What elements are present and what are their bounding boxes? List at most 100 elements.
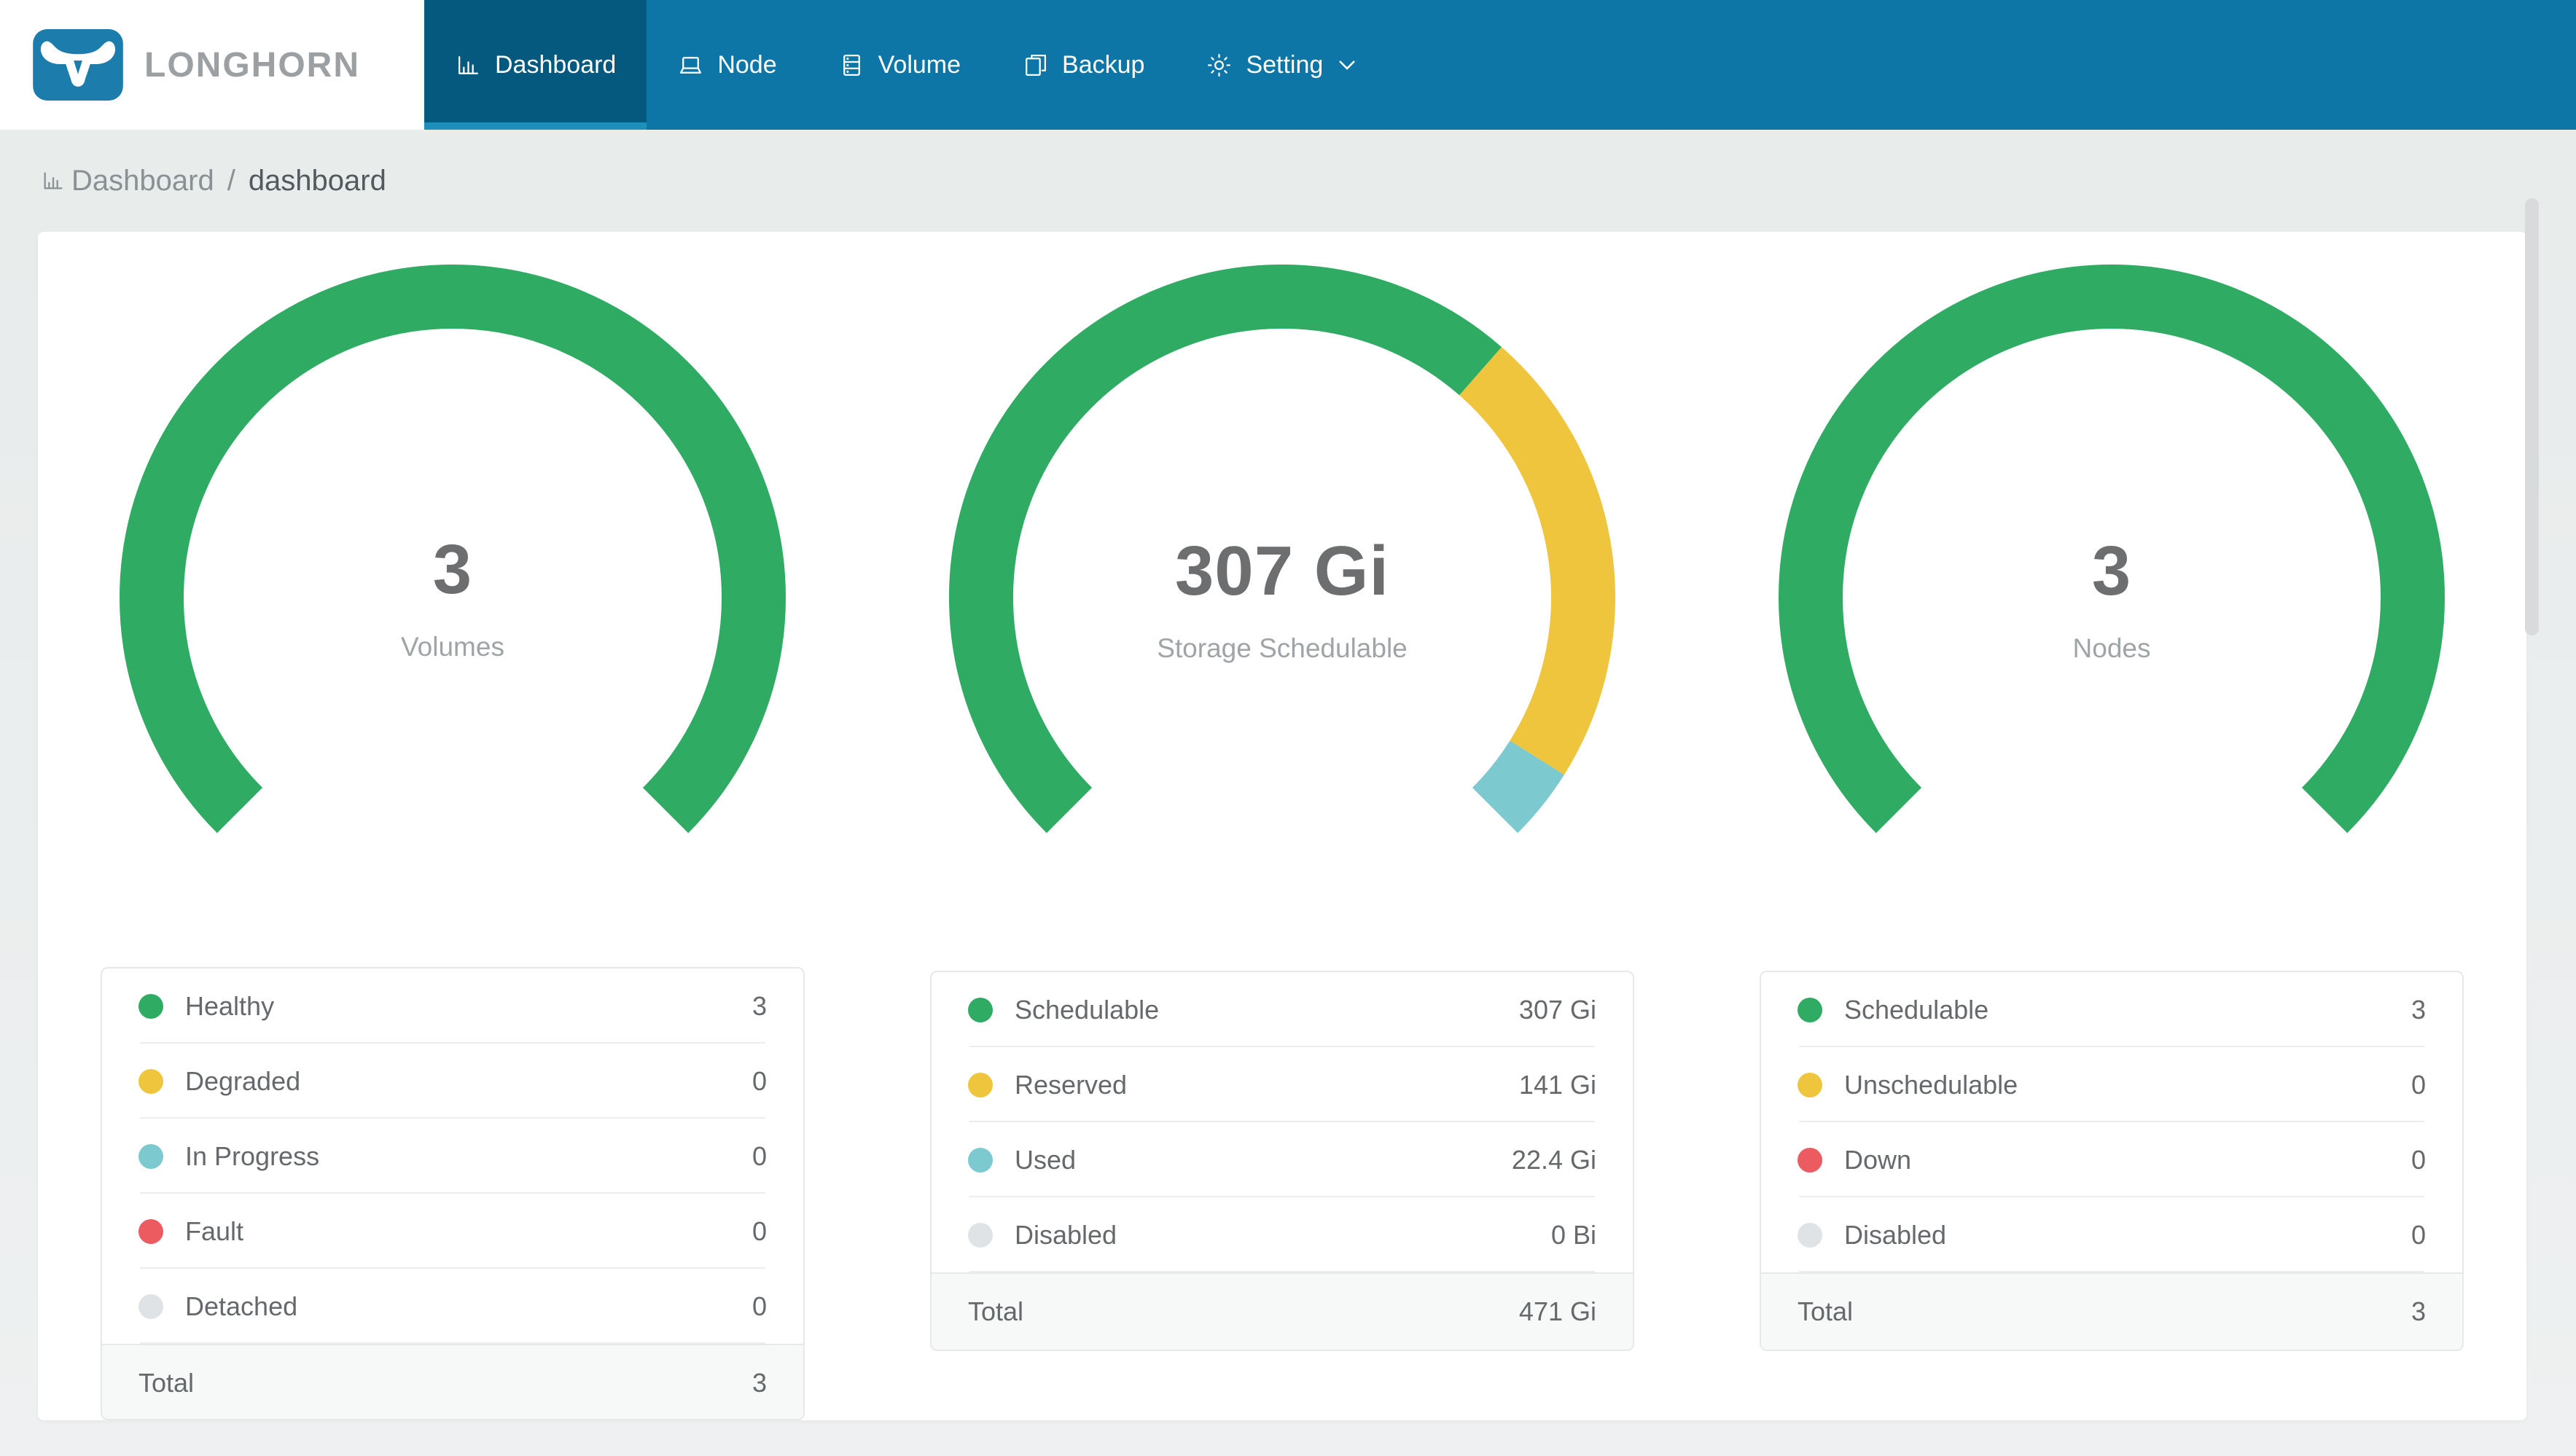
legend-row-degraded: Degraded 0 [102,1044,803,1119]
legend-total-row: Total 3 [102,1344,803,1420]
chevron-down-icon [1339,60,1356,70]
legend-color-dot [1798,1147,1822,1173]
legend-label: Schedulable [1844,994,1989,1025]
legend-color-dot [968,1147,993,1173]
nodes-gauge: 3 Nodes [1762,248,2462,947]
legend-total-label: Total [138,1368,195,1398]
dashboard-card: 3 Volumes Healthy 3 Degraded 0 In Progress 0 F… [38,232,2526,1420]
legend-value: 0 [752,1140,767,1171]
storage-gauge: 307 Gi Storage Schedulable [932,248,1632,947]
legend-color-dot [1798,997,1822,1022]
legend-label: Healthy [185,990,275,1021]
legend-total-value: 471 Gi [1518,1296,1596,1326]
legend-value: 3 [752,990,767,1021]
legend-row-disabled: Disabled 0 [1761,1197,2462,1272]
gauge-segment-used [1472,740,1564,834]
nav-item-node[interactable]: Node [647,0,807,130]
legend-label: Detached [185,1291,298,1321]
nav-item-setting[interactable]: Setting [1175,0,1387,130]
nav-item-label: Dashboard [495,50,617,79]
breadcrumb-current-page: dashboard [248,164,386,197]
breadcrumb-dashboard[interactable]: Dashboard [71,164,214,197]
legend-row-reserved: Reserved 141 Gi [932,1047,1633,1122]
legend-row-detached: Detached 0 [102,1269,803,1345]
legend-label: Degraded [185,1065,301,1096]
copy-icon [1026,54,1047,76]
legend-color-dot [138,1068,163,1094]
legend-value: 0 [2411,1069,2426,1100]
legend-total-row: Total 3 [1761,1272,2462,1350]
legend-row-schedulable: Schedulable 307 Gi [932,972,1633,1047]
legend-color-dot [968,1222,993,1248]
legend-row-fault: Fault 0 [102,1194,803,1269]
longhorn-logo-icon [33,28,123,101]
volumes-gauge: 3 Volumes [103,248,803,944]
legend-color-dot [138,993,163,1019]
breadcrumb-separator: / [227,164,235,197]
storage-gauge-chart [949,264,1615,834]
legend-label: Fault [185,1216,244,1246]
gauge-segment-schedulable [1779,265,2445,834]
legend-color-dot [968,997,993,1022]
brand[interactable]: LONGHORN [0,0,424,130]
legend-total-row: Total 471 Gi [932,1272,1633,1350]
gauge-segment-healthy [120,265,786,834]
storage-gauge-center: 307 Gi Storage Schedulable [932,248,1632,947]
top-navbar: LONGHORN Dashboard Node [0,0,2576,130]
volumes-panel: 3 Volumes Healthy 3 Degraded 0 In Progress 0 F… [38,232,867,1420]
laptop-icon [680,56,702,74]
bar-chart-icon [44,172,63,189]
legend-color-dot [968,1072,993,1097]
nav-item-label: Node [717,50,777,79]
bar-chart-icon [458,55,478,74]
legend-total-value: 3 [2411,1296,2426,1326]
legend-row-unschedulable: Unschedulable 0 [1761,1047,2462,1122]
volumes-gauge-chart [120,265,786,834]
nodes-gauge-center: 3 Nodes [1762,248,2462,947]
legend-row-schedulable: Schedulable 3 [1761,972,2462,1047]
legend-value: 3 [2411,994,2426,1025]
nodes-gauge-chart [1779,265,2445,834]
legend-value: 0 [2411,1219,2426,1250]
nav-item-label: Volume [878,50,961,79]
legend-value: 0 [752,1216,767,1246]
legend-total-value: 3 [752,1368,767,1398]
legend-color-dot [138,1293,163,1319]
nodes-panel: 3 Nodes Schedulable 3 Unschedulable 0 Down 0 D… [1697,232,2526,1420]
volumes-legend-table: Healthy 3 Degraded 0 In Progress 0 Fault 0 Detac… [101,967,805,1420]
storage-legend-table: Schedulable 307 Gi Reserved 141 Gi Used 22.4 … [930,971,1634,1351]
legend-value: 141 Gi [1518,1069,1596,1100]
legend-color-dot [138,1218,163,1244]
storage-panel: 307 Gi Storage Schedulable Schedulable 30… [867,232,1697,1420]
legend-label: Schedulable [1015,994,1160,1025]
scrollbar-thumb[interactable] [2525,198,2539,635]
legend-row-healthy: Healthy 3 [102,968,803,1044]
legend-label: Reserved [1015,1069,1128,1100]
nav-item-volume[interactable]: Volume [808,0,991,130]
legend-color-dot [1798,1072,1822,1097]
nav-item-dashboard[interactable]: Dashboard [424,0,647,130]
legend-row-down: Down 0 [1761,1122,2462,1197]
legend-label: In Progress [185,1140,320,1171]
legend-value: 307 Gi [1518,994,1596,1025]
legend-label: Disabled [1015,1219,1117,1250]
breadcrumb: Dashboard / dashboard [0,130,2576,232]
brand-name: LONGHORN [144,45,360,85]
volumes-gauge-center: 3 Volumes [103,248,803,944]
legend-value: 0 Bi [1550,1219,1596,1250]
storage-schedulable-amount: 307 Gi [1174,532,1390,610]
nodes-legend-table: Schedulable 3 Unschedulable 0 Down 0 Disabled 0… [1760,971,2464,1351]
legend-color-dot [138,1143,163,1169]
nav-item-backup[interactable]: Backup [991,0,1175,130]
legend-label: Down [1844,1144,1912,1175]
gear-icon [1208,53,1231,77]
nav-item-label: Backup [1062,50,1145,79]
main-menu: Dashboard Node Volume [424,0,1387,130]
database-icon [843,54,860,76]
gauge-segment-reserved [1459,347,1615,775]
legend-value: 0 [2411,1144,2426,1175]
legend-total-label: Total [1798,1296,1854,1326]
legend-row-in-progress: In Progress 0 [102,1119,803,1194]
volumes-count: 3 [432,530,473,608]
legend-label: Used [1015,1144,1077,1175]
